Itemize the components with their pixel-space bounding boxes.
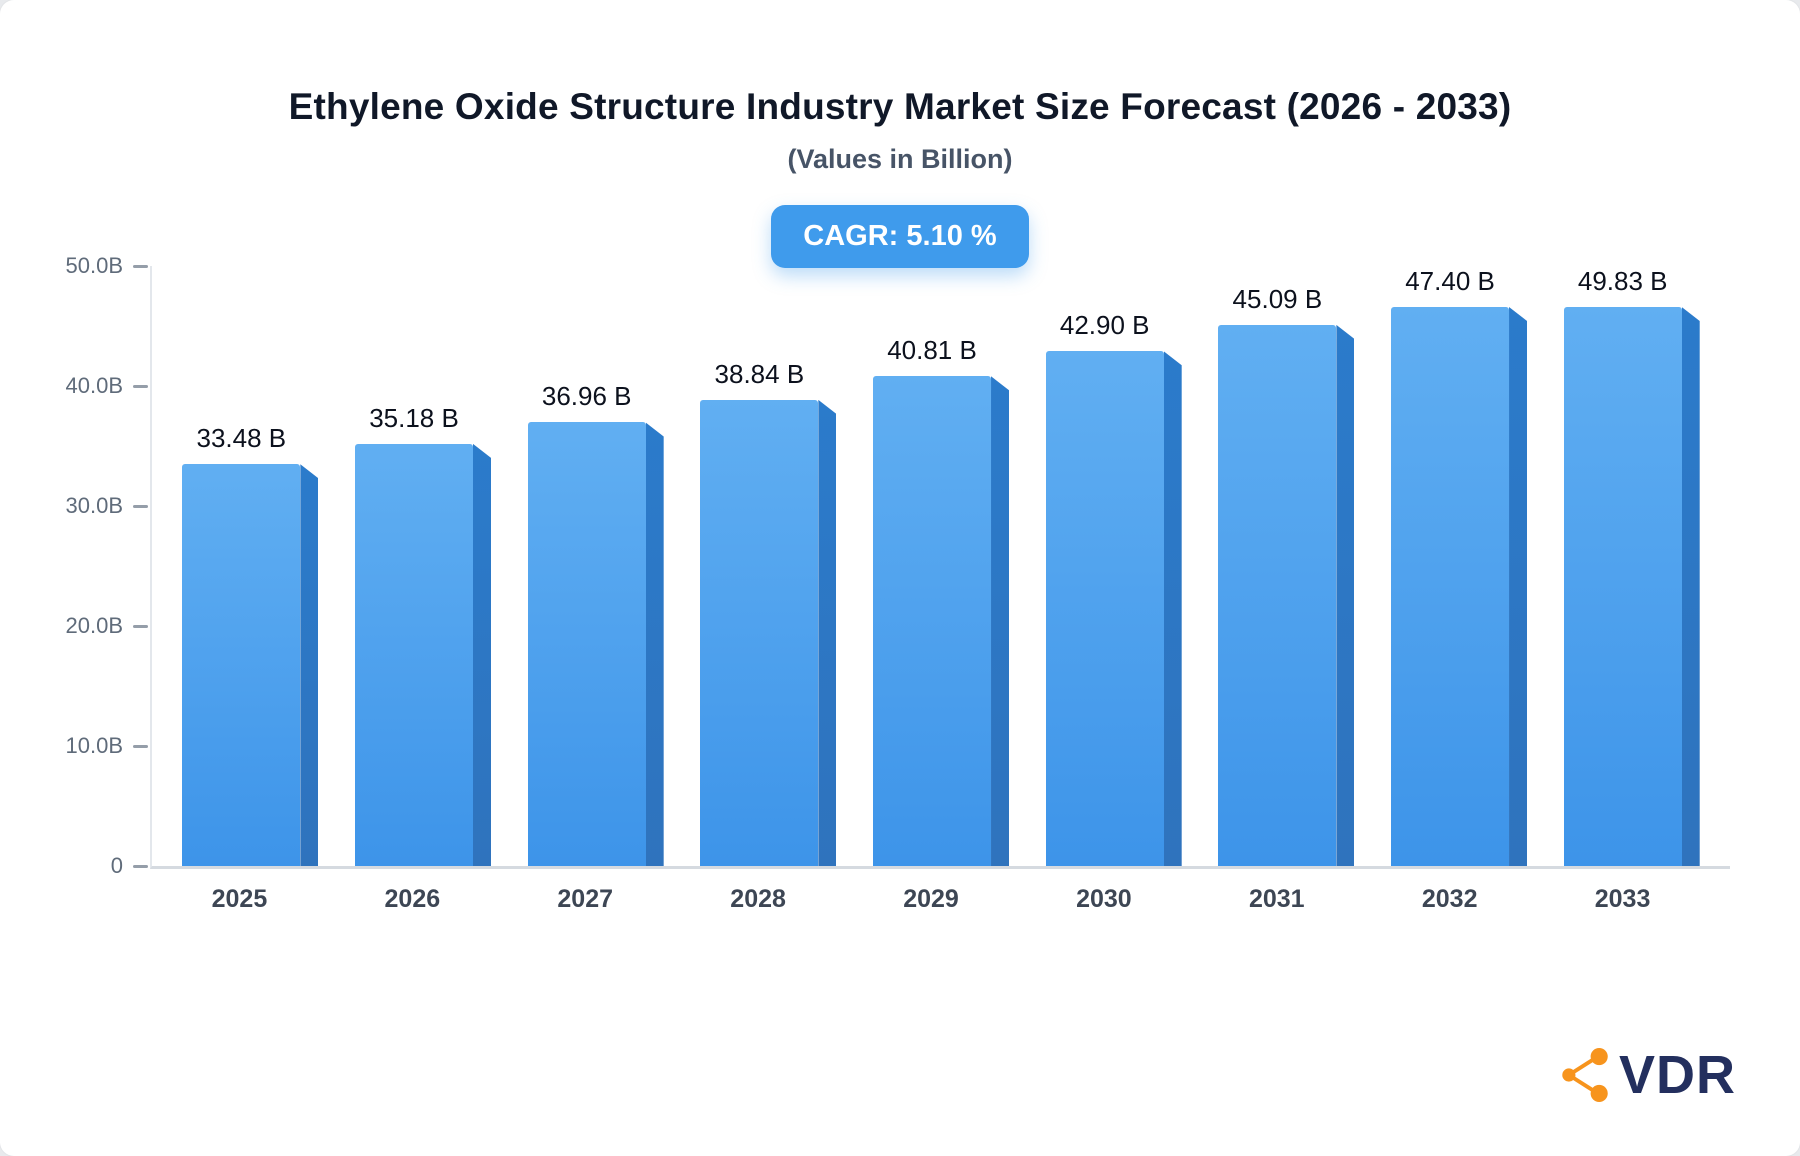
bar [355, 443, 491, 866]
bar [1045, 351, 1182, 866]
x-axis-label: 2026 [384, 885, 441, 913]
bar-face [1045, 351, 1164, 866]
page-title: Ethylene Oxide Structure Industry Market… [288, 86, 1512, 127]
bar-side-shadow [645, 422, 664, 866]
x-axis-label: 2030 [1076, 885, 1132, 913]
bar-value-label: 38.84 B [714, 358, 805, 389]
y-tick-label: 0 [110, 853, 123, 878]
y-axis-tick: 10.0B [65, 733, 148, 759]
bar-value-label: 33.48 B [196, 423, 287, 454]
x-axis-label: 2025 [211, 885, 268, 913]
bar-side-shadow [1681, 307, 1700, 866]
bar-slot: 49.83 B [1545, 266, 1718, 866]
bar [700, 399, 837, 866]
y-axis-tick: 40.0B [65, 373, 148, 399]
plot-area: 0 10.0B 20.0B 30.0B 40.0B 50.0B 33.48 B 35.18 … [66, 253, 1730, 878]
bar-slot: 38.84 B [682, 266, 855, 866]
bar [527, 422, 664, 866]
logo-text: VDR [1618, 1045, 1736, 1105]
bar-chart: 0 10.0B 20.0B 30.0B 40.0B 50.0B 33.48 B 35.18 … [66, 253, 1730, 914]
bar [182, 464, 319, 866]
y-tick-label: 50.0B [65, 253, 124, 278]
bar-value-label: 49.83 B [1577, 266, 1668, 296]
bar-slot: 35.18 B [337, 266, 510, 866]
chart-header: Ethylene Oxide Structure Industry Market… [0, 0, 1800, 175]
bar-slot: 47.40 B [1373, 266, 1546, 866]
bar-value-label: 36.96 B [541, 381, 632, 412]
bar-face [1218, 324, 1337, 866]
bar-face [355, 443, 473, 866]
bar-value-label: 35.18 B [369, 402, 459, 433]
bar-side-shadow [473, 443, 491, 866]
bar [1218, 324, 1355, 866]
x-axis-label: 2028 [730, 885, 786, 913]
bar-value-label: 42.90 B [1059, 310, 1150, 341]
bar-slot: 42.90 B [1027, 266, 1200, 866]
x-axis-label: 2032 [1421, 885, 1478, 913]
x-axis-label: 2029 [903, 885, 959, 913]
bar-face [873, 376, 992, 866]
bar-side-shadow [1509, 307, 1528, 866]
bar-slot: 40.81 B [855, 266, 1028, 866]
bar-face [1391, 307, 1510, 866]
bar-slot: 45.09 B [1200, 266, 1373, 866]
bar [1391, 307, 1528, 866]
x-axis-label: 2027 [557, 885, 614, 913]
bar-side-shadow [818, 399, 837, 866]
bar-side-shadow [300, 464, 319, 866]
x-axis-label: 2031 [1248, 885, 1305, 913]
y-tick-label: 20.0B [65, 613, 124, 638]
bar-side-shadow [1163, 351, 1182, 866]
bars-container: 33.48 B 35.18 B 36.96 B 38.84 B 40.81 B 42.90… [152, 266, 1730, 866]
molecule-icon [1562, 1047, 1608, 1103]
bar-face [1563, 307, 1682, 866]
bar [1563, 307, 1700, 866]
y-tick-label: 40.0B [65, 373, 124, 398]
bar-slot: 33.48 B [164, 266, 337, 866]
y-tick-mark [133, 384, 148, 388]
y-axis-tick: 50.0B [65, 253, 148, 279]
bar-value-label: 45.09 B [1232, 283, 1323, 314]
cagr-badge: CAGR: 5.10 % [771, 205, 1029, 268]
y-axis-tick: 0 [111, 853, 148, 879]
bar-slot: 36.96 B [509, 266, 682, 866]
bar-face [182, 464, 301, 866]
y-tick-mark [133, 864, 148, 868]
bar-side-shadow [991, 376, 1010, 866]
chart-subtitle: (Values in Billion) [787, 144, 1013, 174]
vdr-logo: VDR [1557, 1044, 1736, 1106]
y-tick-label: 10.0B [65, 733, 124, 758]
x-axis: 2025 2026 2027 2028 2029 2030 2031 2032 2033 [150, 885, 1730, 914]
y-tick-mark [133, 504, 148, 508]
bar-value-label: 40.81 B [887, 335, 977, 366]
bar-face [700, 399, 819, 866]
y-tick-mark [133, 744, 148, 748]
y-tick-mark [133, 624, 148, 628]
y-tick-mark [133, 264, 148, 268]
y-tick-label: 30.0B [65, 493, 124, 518]
bar [873, 376, 1010, 866]
x-axis-label: 2033 [1594, 885, 1651, 913]
bar-value-label: 47.40 B [1405, 266, 1495, 296]
bar-face [527, 422, 646, 866]
y-axis-tick: 30.0B [65, 493, 148, 519]
bar-side-shadow [1336, 324, 1355, 866]
y-axis-tick: 20.0B [65, 613, 148, 639]
